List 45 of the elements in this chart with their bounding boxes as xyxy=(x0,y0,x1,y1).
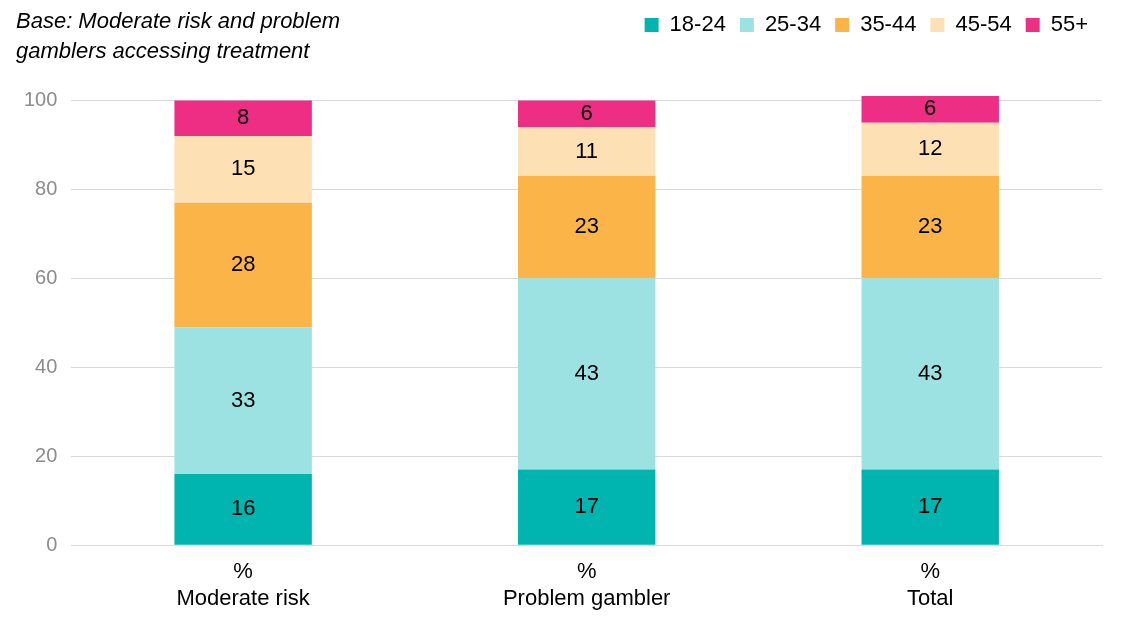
bar xyxy=(861,469,999,545)
data-label: 11 xyxy=(575,137,599,163)
data-label: 23 xyxy=(574,213,599,239)
bar xyxy=(861,122,999,177)
data-label: 17 xyxy=(917,493,943,519)
x-tick-label: % Problem gambler xyxy=(502,558,671,610)
bar xyxy=(517,100,656,128)
data-label: 12 xyxy=(917,135,943,161)
x-tick-label: % Total xyxy=(906,558,954,610)
data-label: 28 xyxy=(230,251,256,277)
data-label: 43 xyxy=(917,360,943,386)
data-label: 15 xyxy=(230,155,256,181)
y-tick-label: 0 xyxy=(46,532,58,555)
bar xyxy=(174,474,312,545)
data-label: 43 xyxy=(574,360,599,386)
x-tick-label: % Moderate risk xyxy=(176,558,311,610)
data-label: 6 xyxy=(580,99,593,125)
y-tick-label: 80 xyxy=(35,176,58,199)
bar xyxy=(861,278,999,470)
bar xyxy=(861,176,999,279)
chart-subtitle: Base: Moderate risk and problem gamblers accessing treatment xyxy=(16,7,342,65)
data-label: 8 xyxy=(237,104,250,130)
legend-label: 35-44 xyxy=(860,11,917,37)
data-label: 33 xyxy=(230,386,256,412)
bar xyxy=(517,469,656,545)
bar xyxy=(174,136,312,203)
bar xyxy=(174,100,312,137)
y-tick-label: 40 xyxy=(35,354,58,377)
data-label: 23 xyxy=(917,213,943,239)
legend-label: 45-54 xyxy=(955,11,1012,37)
bar xyxy=(861,96,999,123)
legend-label: 25-34 xyxy=(764,11,822,37)
legend-label: 18-24 xyxy=(669,11,726,37)
y-tick-label: 20 xyxy=(35,443,58,466)
bar xyxy=(517,278,656,470)
y-tick-label: 100 xyxy=(23,87,58,110)
y-tick-label: 60 xyxy=(35,265,58,288)
bar xyxy=(174,202,312,328)
legend-label: 55+ xyxy=(1050,11,1089,37)
data-label: 17 xyxy=(574,493,599,519)
data-label: 6 xyxy=(924,95,937,121)
bar xyxy=(517,127,656,177)
data-label: 16 xyxy=(230,495,256,521)
bar xyxy=(517,176,656,279)
bar xyxy=(174,327,312,475)
